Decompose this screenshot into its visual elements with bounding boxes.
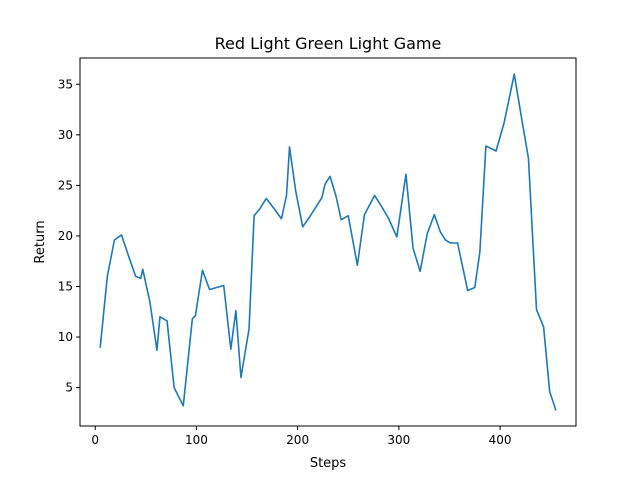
y-tick-label: 5 (65, 381, 73, 395)
y-axis-label: Return (33, 220, 48, 263)
plot-frame (79, 57, 577, 427)
y-tick-label: 25 (58, 178, 73, 192)
x-tick-label: 200 (286, 433, 309, 447)
series-line (99, 73, 557, 411)
y-tick-label: 15 (58, 279, 73, 293)
x-tick-label: 300 (387, 433, 410, 447)
y-tick-label: 30 (58, 128, 73, 142)
x-axis-label: Steps (310, 456, 347, 471)
x-tick-label: 100 (185, 433, 208, 447)
y-tick-label: 35 (58, 77, 73, 91)
chart-title: Red Light Green Light Game (215, 34, 442, 53)
x-tick-label: 0 (91, 433, 99, 447)
x-tick-label: 400 (489, 433, 512, 447)
y-tick-label: 10 (58, 330, 73, 344)
y-tick-label: 20 (58, 229, 73, 243)
